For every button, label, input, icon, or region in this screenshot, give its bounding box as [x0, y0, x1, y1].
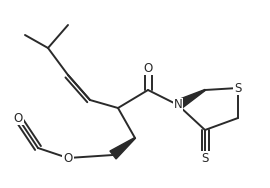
Text: S: S: [234, 82, 242, 95]
Text: S: S: [201, 152, 209, 164]
Text: O: O: [63, 152, 73, 164]
Polygon shape: [176, 89, 205, 109]
Polygon shape: [110, 138, 135, 159]
Text: O: O: [14, 111, 23, 124]
Text: O: O: [143, 61, 153, 74]
Text: N: N: [174, 99, 182, 111]
